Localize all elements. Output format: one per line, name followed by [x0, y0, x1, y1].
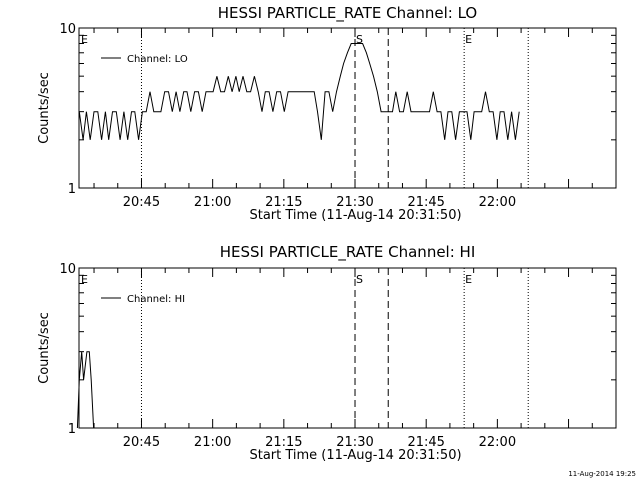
time-marker-label: E	[81, 33, 88, 46]
x-axis-label: Start Time (11-Aug-14 20:31:50)	[249, 208, 461, 223]
chart-title: HESSI PARTICLE_RATE Channel: LO	[218, 4, 477, 23]
x-tick-label: 22:00	[479, 435, 516, 450]
time-marker-label: E	[465, 273, 472, 286]
x-axis-label: Start Time (11-Aug-14 20:31:50)	[249, 448, 461, 463]
x-tick-label: 21:15	[265, 435, 302, 450]
legend-label: Channel: HI	[127, 294, 185, 305]
data-series-line	[78, 43, 520, 140]
plot-frame	[78, 267, 617, 429]
y-axis-label: Counts/sec	[37, 312, 52, 384]
x-tick-label: 21:45	[407, 435, 444, 450]
time-marker-label: S	[356, 273, 363, 286]
x-tick-label: 22:00	[479, 195, 516, 210]
y-tick-label: 1	[68, 422, 76, 437]
plot-frame	[78, 27, 617, 189]
time-marker-label: E	[81, 273, 88, 286]
x-tick-label: 21:45	[407, 195, 444, 210]
y-tick-label: 10	[59, 22, 76, 37]
legend-label: Channel: LO	[127, 54, 188, 65]
x-tick-label: 21:30	[336, 435, 373, 450]
x-tick-label: 21:30	[336, 195, 373, 210]
x-tick-label: 21:00	[194, 195, 231, 210]
time-marker-label: E	[465, 33, 472, 46]
y-axis-label: Counts/sec	[37, 72, 52, 144]
y-tick-label: 1	[68, 182, 76, 197]
y-tick-label: 10	[59, 262, 76, 277]
timestamp: 11-Aug-2014 19:25	[568, 470, 636, 478]
x-tick-label: 20:45	[123, 195, 160, 210]
time-marker-label: S	[356, 33, 363, 46]
x-tick-label: 20:45	[123, 435, 160, 450]
chart-title: HESSI PARTICLE_RATE Channel: HI	[220, 243, 476, 262]
x-tick-label: 21:00	[194, 435, 231, 450]
x-tick-label: 21:15	[265, 195, 302, 210]
data-series-line	[76, 351, 96, 429]
